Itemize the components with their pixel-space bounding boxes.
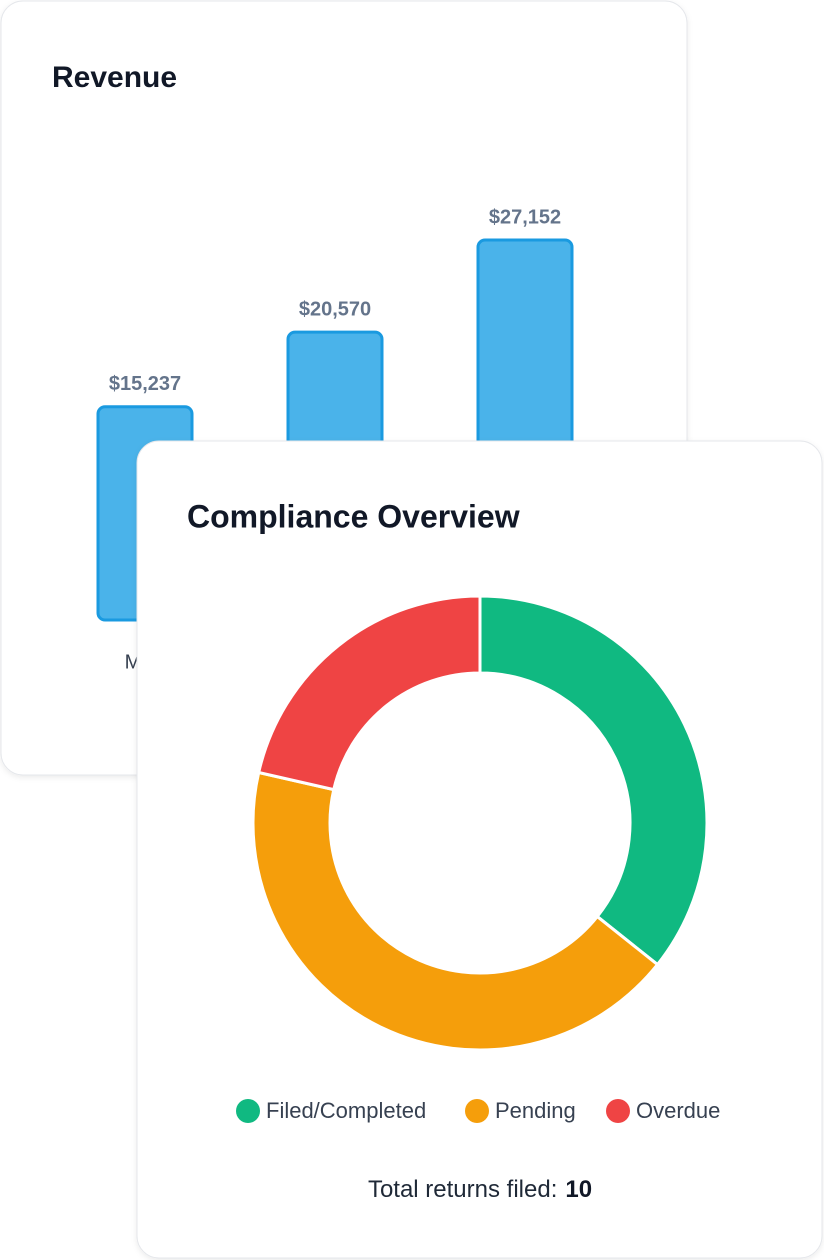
donut-segment: [478, 594, 709, 967]
footer: Total returns filed: 10: [368, 1176, 592, 1203]
footer-value: 10: [565, 1176, 592, 1203]
legend-swatch: [606, 1099, 630, 1123]
legend-label: Overdue: [636, 1098, 720, 1123]
value-label: $15,237: [109, 373, 181, 395]
legend-swatch: [236, 1099, 260, 1123]
compliance-card: Compliance Overview Total returns filed:…: [136, 440, 823, 1259]
donut-segment: [256, 594, 482, 792]
legend-swatch: [465, 1099, 489, 1123]
legend-label: Filed/Completed: [266, 1098, 426, 1123]
donut-segment: [251, 770, 660, 1052]
value-label: $20,570: [299, 298, 371, 320]
legend-label: Pending: [495, 1098, 576, 1123]
card-title: Revenue: [52, 61, 177, 94]
card-title: Compliance Overview: [187, 498, 520, 534]
card-bg: [136, 440, 823, 1259]
footer-label: Total returns filed:: [368, 1176, 557, 1203]
value-label: $27,152: [489, 206, 561, 228]
